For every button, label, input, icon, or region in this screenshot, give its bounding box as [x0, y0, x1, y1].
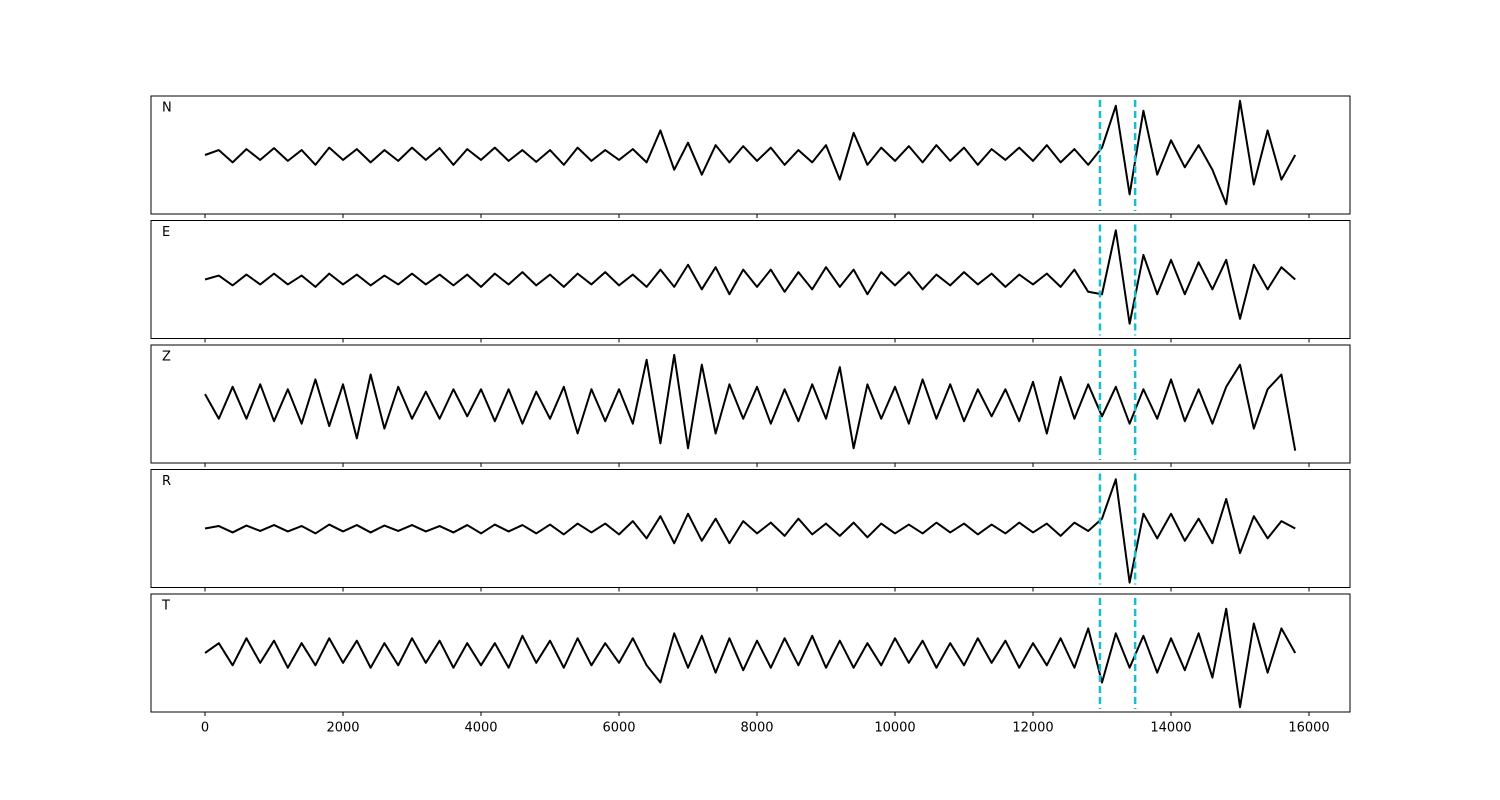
panel-label: T: [161, 599, 170, 614]
panel-label: R: [162, 474, 171, 489]
x-tick-label: 12000: [1012, 721, 1053, 736]
waveform: [204, 99, 1297, 206]
waveform: [204, 478, 1296, 584]
waveform: [204, 229, 1296, 325]
panel-frame: [150, 95, 1351, 215]
panel-frame: [150, 220, 1351, 339]
panel-frame: [150, 469, 1351, 588]
panel-label: N: [162, 101, 172, 116]
waveform: [204, 353, 1297, 451]
x-tick-label: 0: [201, 721, 209, 736]
panel-frame: [150, 344, 1351, 464]
x-tick-label: 14000: [1150, 721, 1191, 736]
x-tick-label: 8000: [740, 721, 773, 736]
x-tick-label: 4000: [464, 721, 497, 736]
x-tick-label: 16000: [1288, 721, 1329, 736]
x-tick-label: 10000: [874, 721, 915, 736]
waveform: [204, 607, 1297, 709]
panel-label: Z: [162, 350, 171, 365]
x-tick-label: 6000: [602, 721, 635, 736]
panel-frame: [150, 593, 1351, 713]
panel-label: E: [162, 225, 170, 240]
x-tick-label: 2000: [326, 721, 359, 736]
